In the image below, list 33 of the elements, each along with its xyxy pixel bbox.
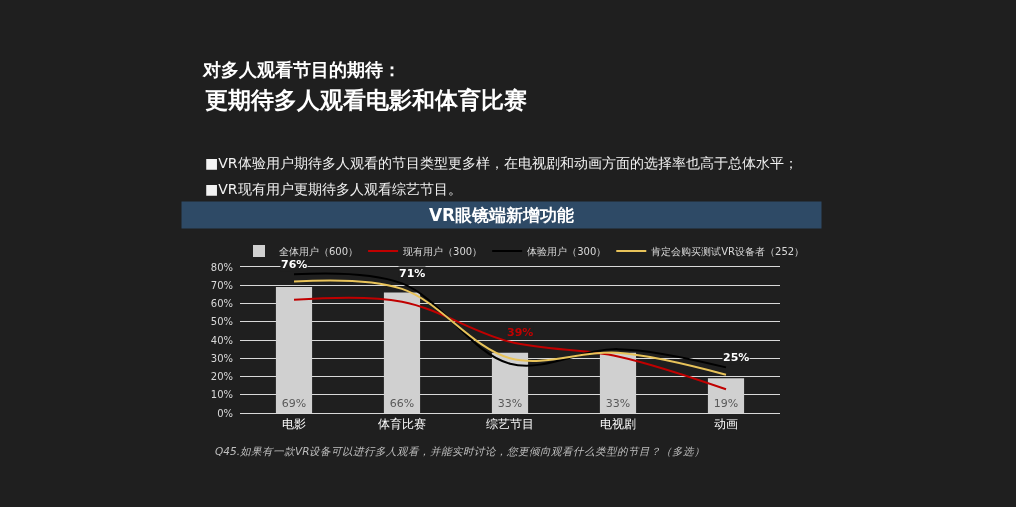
y-tick-label: 70%	[210, 279, 233, 291]
data-label: 33%	[605, 397, 631, 410]
y-tick-label: 60%	[210, 298, 233, 309]
x-tick-label: 电视剧	[600, 417, 636, 432]
text: ■VR体验用户期待多人观看的节目类型更多样，在电视剧和动画方面的选择率也高于总体水平；	[205, 155, 798, 171]
y-tick-label: 0%	[217, 407, 233, 419]
y-tick-label: 30%	[210, 352, 233, 364]
data-label: 39%	[507, 326, 534, 339]
y-tick-label: 20%	[210, 371, 233, 382]
text: ■VR现有用户更期待多人观看综艺节目。	[205, 181, 462, 197]
data-label: 25%	[723, 351, 750, 364]
data-label: 33%	[497, 397, 523, 410]
x-tick-label: 动画	[714, 417, 738, 432]
y-tick-label: 10%	[210, 389, 233, 401]
y-tick-label: 80%	[210, 261, 233, 273]
data-label: 66%	[389, 397, 415, 410]
legend-label: 全体用户（600）	[279, 245, 359, 257]
legend-label: 现有用户（300）	[403, 245, 483, 257]
data-label: 19%	[713, 397, 739, 410]
chart-subtitle: 更期待多人观看电影和体育比赛	[205, 87, 527, 113]
text: VR眼镜端新增功能	[428, 205, 575, 225]
data-label: 69%	[281, 397, 307, 410]
data-label: 71%	[399, 267, 426, 280]
y-tick-label: 40%	[210, 334, 233, 346]
x-tick-label: 体育比赛	[378, 417, 426, 432]
chart-title: 对多人观看节目的期待：	[202, 59, 401, 81]
x-tick-label: 综艺节目	[486, 417, 534, 432]
text: Q45.如果有一款VR设备可以进行多人观看，并能实时讨论，您更倾向观看什么类型的节目？（多选）	[215, 445, 706, 457]
legend-label: 肯定会购买测试VR设备者（252）	[651, 245, 805, 257]
y-tick-label: 50%	[210, 316, 233, 328]
data-label: 76%	[281, 258, 308, 271]
x-tick-label: 电影	[282, 417, 306, 432]
legend-label: 体验用户（300）	[527, 245, 607, 257]
